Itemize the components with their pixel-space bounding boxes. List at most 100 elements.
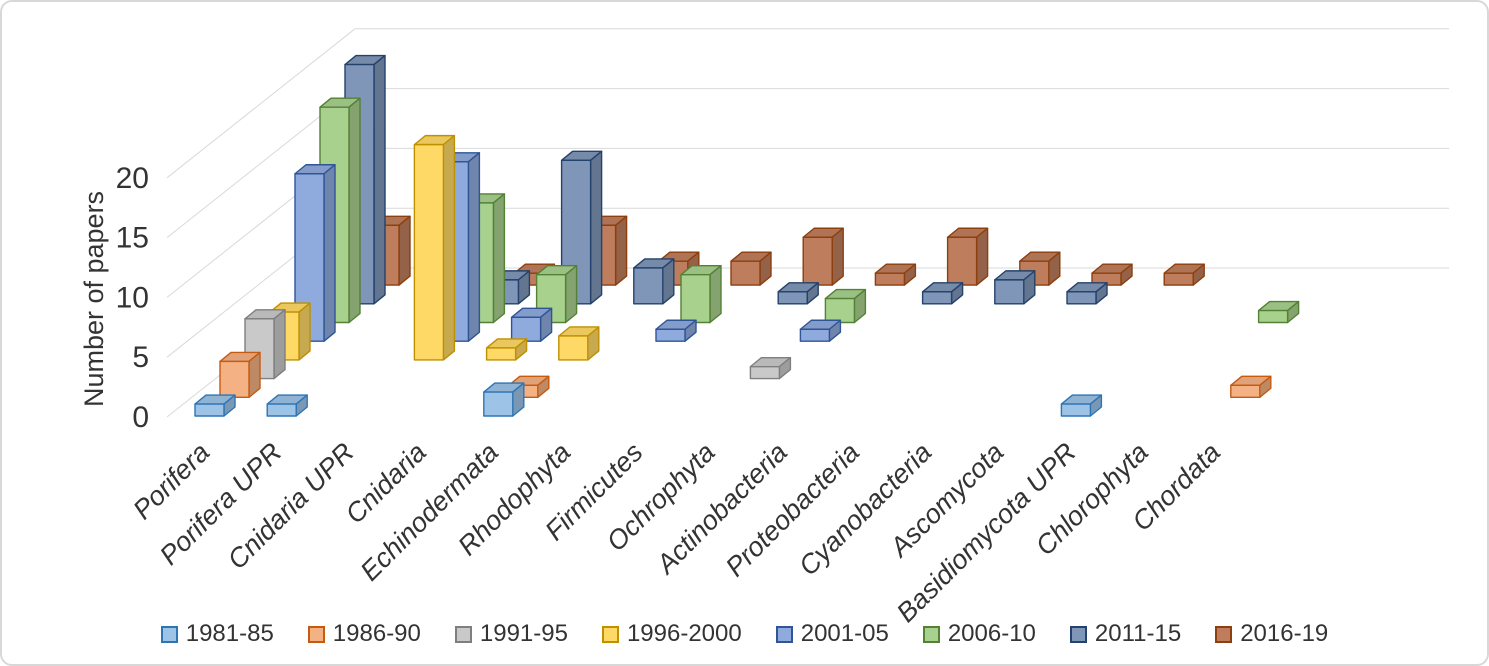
bar-echinodermata-1981-85 xyxy=(483,382,525,417)
bar-front-face xyxy=(799,328,831,342)
bar-porifera-upr-1981-85 xyxy=(266,394,308,417)
legend-label: 1996-2000 xyxy=(626,620,742,647)
bar-side-face xyxy=(492,193,506,324)
legend-label: 2006-10 xyxy=(947,620,1036,647)
bar-echinodermata-1996-2000 xyxy=(558,326,600,361)
bar-cnidaria-1996-2000 xyxy=(485,338,528,361)
bar-side-face xyxy=(323,164,336,342)
bar-front-face xyxy=(633,267,664,305)
legend-swatch-icon xyxy=(160,625,178,643)
bar-front-face xyxy=(921,291,953,305)
bar-side-face xyxy=(614,215,628,286)
bar-side-face xyxy=(348,97,361,324)
bar-front-face xyxy=(510,316,542,342)
legend-item-2011-15: 2011-15 xyxy=(1069,620,1181,648)
legend-item-2001-05: 2001-05 xyxy=(775,620,889,648)
bar-cyanobacteria-2011-15 xyxy=(1066,282,1108,305)
y-tick-label: 5 xyxy=(132,341,149,374)
legend-swatch-icon xyxy=(454,625,472,643)
bar-front-face xyxy=(1163,272,1194,286)
bar-side-face xyxy=(273,309,286,380)
legend-swatch-icon xyxy=(601,625,619,643)
bar-ascomycota-2016-19 xyxy=(1163,263,1205,286)
bar-cyanobacteria-2016-19 xyxy=(1091,263,1133,286)
bar-front-face xyxy=(1066,291,1097,305)
bar-rhodophyta-2016-19 xyxy=(730,251,772,286)
y-axis-title: Number of papers xyxy=(79,191,109,407)
y-tick-label: 20 xyxy=(116,162,149,195)
bar-front-face xyxy=(874,272,906,286)
bar-front-face xyxy=(483,391,514,417)
bar-front-face xyxy=(824,297,856,324)
bar-front-face xyxy=(1257,309,1289,324)
legend-swatch-icon xyxy=(775,625,793,643)
bar-front-face xyxy=(266,403,297,417)
bar-front-face xyxy=(802,236,833,286)
bar-front-face xyxy=(194,403,225,417)
legend-swatch-icon xyxy=(1069,625,1087,643)
bar-chlorophyta-2006-10 xyxy=(1257,300,1300,324)
bar-front-face xyxy=(413,143,445,361)
bar-front-face xyxy=(730,260,761,286)
bar-basidiomycota-upr-1981-85 xyxy=(1060,394,1103,417)
legend-label: 1986-90 xyxy=(332,620,421,647)
bar-front-face xyxy=(946,236,978,286)
bar-front-face xyxy=(1230,384,1261,398)
bar-rhodophyta-2001-05 xyxy=(655,319,697,342)
bar-cnidaria-2001-05 xyxy=(510,307,553,342)
bar-side-face xyxy=(975,227,989,286)
legend-swatch-icon xyxy=(1215,625,1233,643)
bar-echinodermata-2011-15 xyxy=(633,258,675,305)
legend-swatch-icon xyxy=(307,625,325,643)
legend-label: 2016-19 xyxy=(1240,620,1329,647)
bar-front-face xyxy=(655,328,686,342)
bar-actinobacteria-2016-19 xyxy=(946,227,989,286)
bar-ochrophyta-2006-10 xyxy=(824,288,867,324)
bar-porifera-1986-90 xyxy=(219,351,261,399)
legend-item-1996-2000: 1996-2000 xyxy=(601,620,742,648)
bar-side-face xyxy=(298,302,311,361)
y-tick-label: 15 xyxy=(116,222,149,255)
bar-ochrophyta-1991-95 xyxy=(749,356,792,380)
bar-proteobacteria-2011-15 xyxy=(994,270,1036,305)
x-category-label: Cnidaria UPR xyxy=(222,437,360,575)
legend-label: 1981-85 xyxy=(185,620,274,647)
gridline-diagonal xyxy=(166,28,356,179)
bar-front-face xyxy=(219,360,250,399)
legend-item-1986-90: 1986-90 xyxy=(307,620,421,648)
bar-side-face xyxy=(373,54,386,305)
bar-firmicutes-2011-15 xyxy=(777,282,819,305)
legend-swatch-icon xyxy=(922,625,940,643)
bar-ochrophyta-2001-05 xyxy=(799,319,842,342)
bar-side-face xyxy=(442,134,456,361)
bar-front-face xyxy=(777,291,808,305)
bar-front-face xyxy=(749,365,781,380)
y-tick-label: 0 xyxy=(132,401,149,434)
bar-side-face xyxy=(831,227,844,286)
legend-item-2016-19: 2016-19 xyxy=(1215,620,1328,648)
bar-firmicutes-2016-19 xyxy=(802,227,844,286)
legend-item-1981-85: 1981-85 xyxy=(160,620,274,648)
bar-front-face xyxy=(1060,403,1092,417)
bar-front-face xyxy=(680,273,711,324)
bar-ochrophyta-2016-19 xyxy=(874,263,917,286)
legend-label: 1991-95 xyxy=(479,620,568,647)
bar-front-face xyxy=(994,279,1025,305)
bar-side-face xyxy=(589,150,603,305)
bar-porifera-1981-85 xyxy=(194,394,236,417)
bar-front-face xyxy=(558,335,589,361)
bar-side-face xyxy=(564,264,578,324)
chart-legend: 1981-85 1986-90 1991-95 1996-2000 2001-05 200… xyxy=(2,620,1487,648)
bar-side-face xyxy=(467,152,481,342)
bar-cnidaria-upr-1996-2000 xyxy=(413,134,456,361)
bar-rhodophyta-2006-10 xyxy=(680,264,722,324)
bar-side-face xyxy=(398,215,411,286)
bar-chordata-1986-90 xyxy=(1230,375,1272,398)
bar-actinobacteria-2011-15 xyxy=(921,282,964,305)
legend-item-2006-10: 2006-10 xyxy=(922,620,1036,648)
y-tick-label: 10 xyxy=(116,281,149,314)
bar-side-face xyxy=(709,264,722,324)
bar-front-face xyxy=(485,347,517,361)
